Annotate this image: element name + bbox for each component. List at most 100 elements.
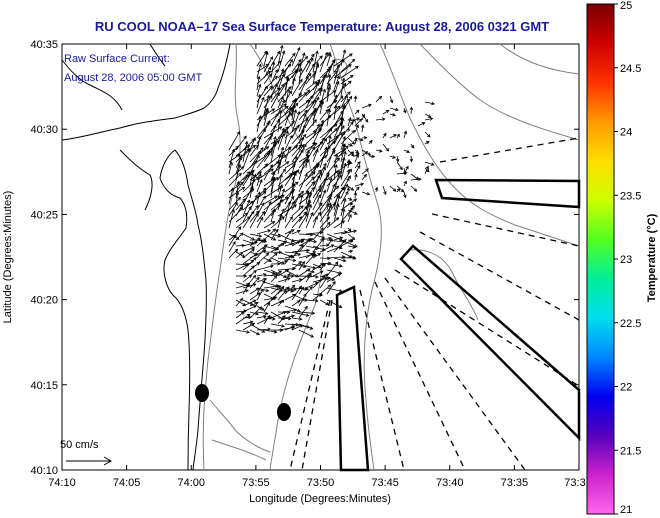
current-vector-head [241,254,246,258]
current-vector [298,306,308,319]
current-vector-head [378,149,383,153]
current-vector [263,274,279,277]
current-vector-head [341,130,346,135]
current-vector [305,150,309,169]
current-vector-head [251,265,255,269]
current-vector-head [294,181,299,186]
dashed-line [359,289,405,471]
current-vector-head [267,229,272,233]
current-vector-head [344,94,348,99]
current-vector [312,238,324,253]
current-vector [228,188,234,205]
current-vector [235,284,250,289]
current-vector-head [302,159,306,164]
current-vector [249,287,260,295]
current-vector [270,311,287,319]
current-vector [277,128,285,145]
current-vector-head [257,191,261,196]
current-vector [333,154,338,169]
current-vector [326,261,339,277]
current-vector-head [351,153,355,157]
current-vector-head [322,189,327,194]
current-vector [305,254,315,265]
current-vector-head [326,221,331,226]
current-vector-head [243,135,247,140]
current-vector-head [274,195,278,199]
current-vector-head [269,164,273,168]
current-vector [340,205,355,223]
current-vector-head [425,168,430,173]
current-vector-head [310,211,314,216]
current-vector-head [289,58,293,63]
current-vector [284,53,296,67]
current-vector [242,200,254,211]
x-tick-label: 74:00 [177,477,205,489]
current-vector [256,315,267,319]
current-vector [312,62,319,85]
current-vector [319,299,329,306]
current-vector [249,147,264,163]
current-vector-head [342,156,346,161]
current-vector [249,275,256,283]
bathymetry-contour [209,399,271,453]
current-vector-head [332,202,336,207]
current-vector [298,173,308,193]
y-axis-label: Latitude (Degrees:Minutes) [2,191,14,324]
current-vector-head [274,69,279,73]
current-vector-head [348,255,353,259]
current-vector-head [286,286,290,290]
current-vector [228,131,240,151]
current-vector [256,94,261,109]
current-vector-head [356,117,360,121]
current-vector-head [371,154,376,159]
current-vector-head [399,166,403,171]
current-vector-head [265,108,270,113]
current-vector-head [368,103,372,108]
current-vector [333,81,339,97]
current-vector-head [343,150,347,155]
current-vector [256,316,272,325]
beam-outline [399,244,581,442]
current-vector-head [306,59,310,64]
current-vectors [228,44,436,338]
current-vector-head [285,75,290,80]
current-vector [333,239,347,253]
bathymetry-contour [419,43,580,141]
current-vector [270,92,280,109]
current-vector [249,137,256,151]
current-vector [291,216,302,229]
beam-outline [434,178,581,209]
current-vector [340,144,346,163]
current-vector [270,203,281,217]
current-vector [298,110,308,121]
current-vector-head [297,193,301,197]
current-vector [256,280,266,295]
current-vector-head [343,162,347,167]
current-vector-head [231,208,235,213]
current-vector-head [266,301,271,306]
current-vector [312,127,322,145]
current-vector-head [258,115,262,119]
current-vector-head [246,144,251,149]
current-vector [326,177,332,193]
current-vector [347,233,355,240]
current-vector [305,129,321,145]
current-vector [277,129,286,151]
current-vector [298,100,310,109]
y-tick-label: 40:10 [30,465,58,477]
current-vector-head [332,90,337,94]
current-vector-head [280,146,284,151]
current-vector [298,263,316,269]
current-vector [347,117,352,127]
current-vector-head [263,314,267,319]
current-vector [340,78,345,97]
current-vector [263,195,282,211]
current-vector-head [319,141,324,145]
current-vector-head [277,203,281,207]
current-vector [298,233,313,236]
current-vector [235,329,250,333]
current-vector-head [311,269,315,274]
current-vector [333,231,348,235]
current-vector [284,181,299,193]
current-vector [347,214,352,223]
